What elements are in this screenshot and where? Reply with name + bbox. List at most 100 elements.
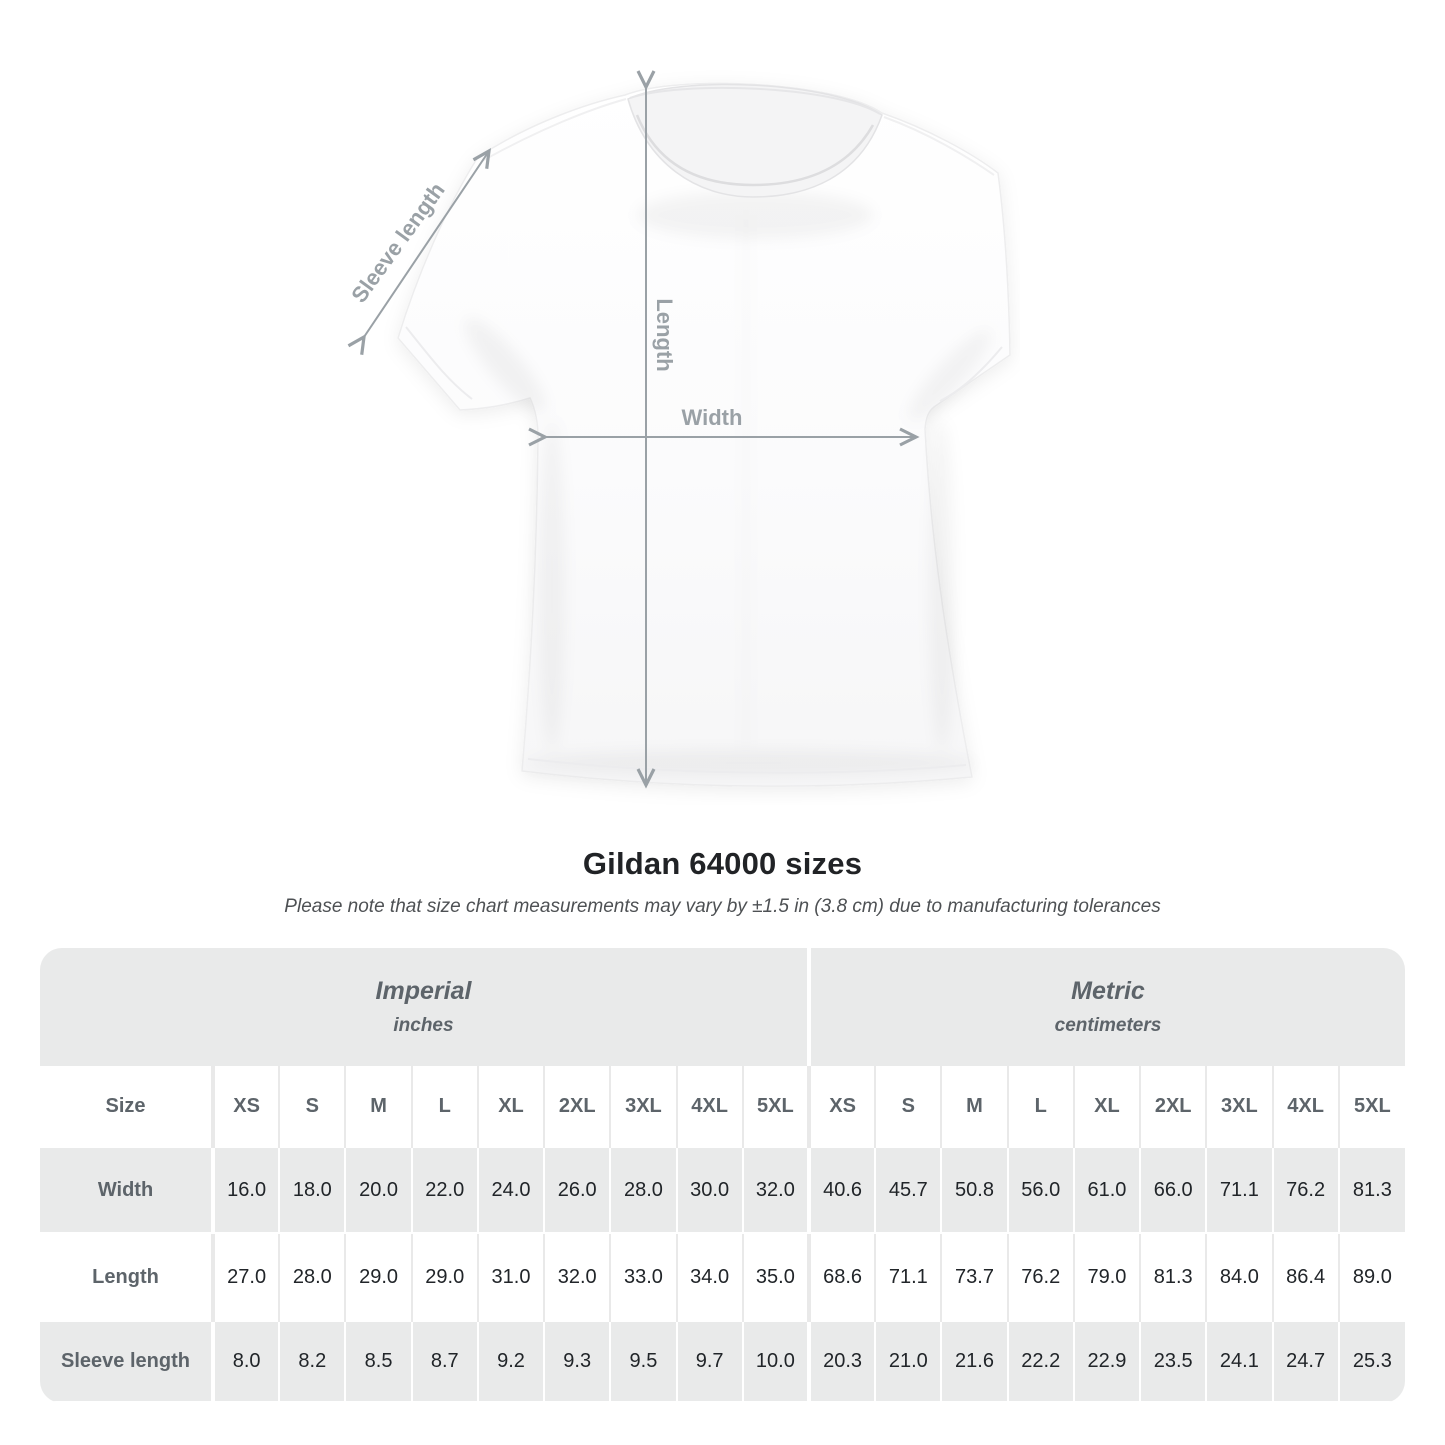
size-value: 84.0 — [1205, 1233, 1273, 1321]
size-value: 81.3 — [1139, 1233, 1207, 1321]
size-value: 26.0 — [543, 1146, 611, 1234]
size-col-header: XL — [1072, 1066, 1141, 1147]
size-value: 66.0 — [1139, 1146, 1207, 1234]
size-col-header: L — [1006, 1066, 1074, 1147]
size-value: 24.0 — [476, 1146, 545, 1234]
size-value: 33.0 — [609, 1233, 677, 1321]
row-label: Sleeve length — [40, 1320, 213, 1403]
unit-header-row: Imperial inches Metric centimeters — [40, 948, 1405, 1066]
size-value: 29.0 — [344, 1233, 412, 1321]
length-label: Length — [652, 298, 677, 371]
sleeve-length-arrow — [347, 148, 491, 355]
size-value: 32.0 — [741, 1146, 809, 1234]
hem-seam — [527, 758, 967, 774]
size-value: 16.0 — [210, 1146, 280, 1234]
size-col-header: M — [940, 1066, 1008, 1147]
size-value: 50.8 — [940, 1146, 1008, 1234]
imperial-section-header: Imperial inches — [40, 948, 809, 1066]
table-row: Width 16.0 18.0 20.0 22.0 24.0 26.0 28.0 30.0 32.… — [40, 1146, 1405, 1234]
left-shoulder-seam — [481, 98, 627, 162]
size-value: 31.0 — [476, 1233, 545, 1321]
size-col-header: M — [344, 1066, 412, 1147]
size-value: 9.7 — [675, 1320, 743, 1403]
size-value: 21.6 — [940, 1320, 1008, 1403]
size-value: 32.0 — [543, 1233, 611, 1321]
metric-section-unit: centimeters — [1054, 1015, 1162, 1036]
tshirt-measurement-diagram: Sleeve length Length Width — [346, 70, 1011, 789]
size-value: 8.2 — [278, 1320, 346, 1403]
size-value: 8.0 — [210, 1320, 280, 1403]
size-table-body: Width 16.0 18.0 20.0 22.0 24.0 26.0 28.0 30.0 32.… — [40, 1146, 1405, 1403]
size-value: 86.4 — [1271, 1233, 1339, 1321]
size-value: 20.0 — [344, 1146, 412, 1234]
page-subtitle: Please note that size chart measurements… — [284, 896, 1161, 917]
size-value: 61.0 — [1072, 1146, 1141, 1234]
size-value: 40.6 — [806, 1146, 876, 1234]
size-col-header: 2XL — [1139, 1066, 1207, 1147]
row-label: Width — [40, 1146, 213, 1234]
size-value: 56.0 — [1006, 1146, 1074, 1234]
size-value: 34.0 — [675, 1233, 743, 1321]
size-col-header: 2XL — [543, 1066, 611, 1147]
size-corner-label: Size — [40, 1066, 213, 1147]
size-col-header: L — [410, 1066, 478, 1147]
size-value: 9.2 — [476, 1320, 545, 1403]
table-row: Length 27.0 28.0 29.0 29.0 31.0 32.0 33.0 34.0 35… — [40, 1233, 1405, 1321]
size-value: 9.3 — [543, 1320, 611, 1403]
size-value: 22.9 — [1072, 1320, 1141, 1403]
right-cuff-seam — [939, 346, 1003, 402]
size-value: 23.5 — [1139, 1320, 1207, 1403]
size-value: 25.3 — [1337, 1320, 1405, 1403]
row-label: Length — [40, 1233, 213, 1321]
collar-opening — [627, 83, 883, 198]
size-header-row: Size XS S M L XL 2XL 3XL 4XL 5XL XS S M L XL 2XL 3XL 4XL… — [40, 1066, 1405, 1147]
size-col-header: 5XL — [1337, 1066, 1405, 1147]
right-underarm-shadow — [908, 329, 992, 421]
size-value: 79.0 — [1072, 1233, 1141, 1321]
size-value: 30.0 — [675, 1146, 743, 1234]
size-value: 76.2 — [1271, 1146, 1339, 1234]
size-value: 71.1 — [1205, 1146, 1273, 1234]
metric-section-header: Metric centimeters — [806, 948, 1405, 1066]
size-col-header: S — [874, 1066, 942, 1147]
imperial-section-label: Imperial — [375, 977, 472, 1005]
size-col-header: 3XL — [1205, 1066, 1273, 1147]
size-col-header: 4XL — [1271, 1066, 1339, 1147]
size-value: 24.7 — [1271, 1320, 1339, 1403]
size-value: 27.0 — [210, 1233, 280, 1321]
size-value: 68.6 — [806, 1233, 876, 1321]
size-value: 28.0 — [278, 1233, 346, 1321]
left-side-shadow — [539, 420, 565, 750]
size-table: Imperial inches Metric centimeters Size … — [40, 948, 1405, 1403]
collar-band — [635, 114, 875, 187]
size-value: 76.2 — [1006, 1233, 1074, 1321]
right-shoulder-seam — [883, 116, 995, 176]
size-value: 24.1 — [1205, 1320, 1273, 1403]
center-crease — [744, 215, 748, 745]
size-col-header: 3XL — [609, 1066, 677, 1147]
size-value: 20.3 — [806, 1320, 876, 1403]
table-row: Sleeve length 8.0 8.2 8.5 8.7 9.2 9.3 9.5 9.7 10.… — [40, 1320, 1405, 1403]
size-value: 8.5 — [344, 1320, 412, 1403]
size-value: 35.0 — [741, 1233, 809, 1321]
size-value: 29.0 — [410, 1233, 478, 1321]
size-col-header: XL — [476, 1066, 545, 1147]
size-value: 10.0 — [741, 1320, 809, 1403]
size-col-header: 4XL — [675, 1066, 743, 1147]
size-table-card: Imperial inches Metric centimeters Size … — [40, 948, 1405, 1403]
size-value: 71.1 — [874, 1233, 942, 1321]
size-value: 81.3 — [1337, 1146, 1405, 1234]
size-col-header: XS — [210, 1066, 280, 1147]
size-value: 73.7 — [940, 1233, 1008, 1321]
right-side-shadow — [929, 420, 955, 750]
size-col-header: 5XL — [741, 1066, 809, 1147]
size-value: 21.0 — [874, 1320, 942, 1403]
tshirt-body — [397, 82, 1011, 787]
size-value: 8.7 — [410, 1320, 478, 1403]
size-value: 22.0 — [410, 1146, 478, 1234]
width-label: Width — [682, 405, 743, 430]
imperial-section-unit: inches — [393, 1015, 454, 1036]
size-col-header: XS — [806, 1066, 876, 1147]
size-value: 28.0 — [609, 1146, 677, 1234]
size-value: 18.0 — [278, 1146, 346, 1234]
